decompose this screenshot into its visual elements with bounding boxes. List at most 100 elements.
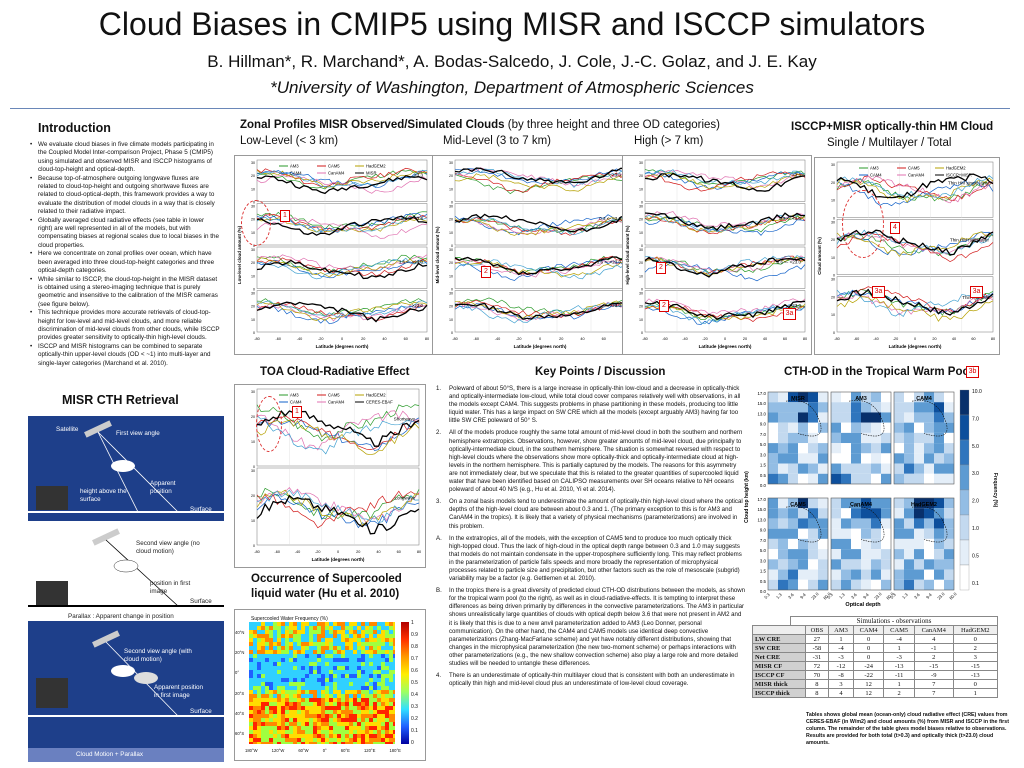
map-cell — [297, 658, 301, 662]
map-cell — [269, 642, 273, 646]
map-cell — [309, 714, 313, 718]
map-cell — [285, 682, 289, 686]
map-cell — [385, 650, 389, 654]
cthod-cell — [768, 518, 778, 529]
table-cell: 8 — [804, 688, 830, 698]
map-cell — [309, 662, 313, 666]
map-cell — [337, 702, 341, 706]
cthod-panel: AM3 — [830, 391, 892, 485]
map-cell — [253, 658, 257, 662]
cthod-cell — [768, 392, 778, 403]
map-cell — [301, 694, 305, 698]
map-cell — [317, 742, 321, 744]
map-cell — [337, 642, 341, 646]
map-cell — [301, 666, 305, 670]
map-cell — [329, 714, 333, 718]
map-cell — [349, 690, 353, 694]
map-cell — [329, 742, 333, 744]
cthod-cell — [904, 569, 914, 580]
map-cell — [269, 742, 273, 744]
cthod-cell — [768, 549, 778, 560]
map-cell — [269, 638, 273, 642]
isccp-misr-chart: Thin HM single layer 30 20 10 0 Thin HM multi… — [814, 157, 1000, 355]
map-cell — [301, 650, 305, 654]
y-tick: 0 — [253, 465, 255, 469]
map-cell — [313, 714, 317, 718]
map-cell — [325, 674, 329, 678]
map-cell — [393, 734, 395, 738]
cthod-cell — [894, 569, 904, 580]
map-cell — [389, 718, 393, 722]
map-cell — [341, 742, 345, 744]
map-cell — [313, 674, 317, 678]
map-cell — [297, 642, 301, 646]
cthod-cell — [808, 549, 818, 560]
map-cell — [385, 638, 389, 642]
map-cell — [373, 638, 377, 642]
x-axis-label: Latitude (degrees north) — [312, 557, 365, 562]
cthod-cell — [894, 528, 904, 539]
map-cell — [269, 702, 273, 706]
cthod-y-label: Cloud top height (km) — [744, 471, 750, 523]
map-cell — [377, 698, 381, 702]
cthod-cell — [934, 463, 944, 474]
zonal-high-label: High (> 7 km) — [634, 135, 704, 147]
cthod-cell — [831, 402, 841, 413]
map-cell — [277, 630, 281, 634]
map-cell — [293, 702, 297, 706]
table-cell: 0 — [852, 634, 885, 644]
map-cell — [313, 662, 317, 666]
map-cell — [305, 730, 309, 734]
cthod-panel-title: CAM4 — [916, 396, 933, 402]
map-cell — [273, 642, 277, 646]
map-cell — [301, 634, 305, 638]
cthod-cell — [798, 549, 808, 560]
map-cell — [265, 646, 269, 650]
colorbar-tick: 0.9 — [411, 632, 418, 638]
map-cell — [385, 710, 389, 714]
series-line — [836, 175, 994, 199]
map-cell — [329, 690, 333, 694]
cthod-cell — [788, 463, 798, 474]
map-cell — [369, 662, 373, 666]
cthod-cell — [934, 412, 944, 423]
map-cell — [353, 666, 357, 670]
cthod-cell — [914, 463, 924, 474]
cthod-cell — [914, 473, 924, 484]
map-cell — [353, 698, 357, 702]
map-cell — [389, 670, 393, 674]
map-cell — [253, 722, 257, 726]
map-cell — [357, 714, 361, 718]
map-cell — [377, 638, 381, 642]
map-cell — [261, 642, 265, 646]
zonal-high-chart: >3.3 30 20 10 0 0.3 <- <3.6 30 20 10 0 3.6 <- <23.… — [622, 155, 812, 355]
map-cell — [385, 662, 389, 666]
cthod-cell — [871, 443, 881, 454]
cthod-colorbar-cell — [959, 539, 970, 566]
map-cell — [365, 666, 369, 670]
table-cell: -3 — [883, 652, 915, 662]
cthod-cell — [818, 559, 828, 570]
map-cell — [273, 638, 277, 642]
map-cell — [265, 622, 269, 626]
legend-entry: AM3 — [290, 164, 299, 169]
map-cell — [285, 694, 289, 698]
map-cell — [341, 646, 345, 650]
cthod-cell — [818, 528, 828, 539]
cthod-cell — [934, 518, 944, 529]
map-cell — [301, 638, 305, 642]
map-cell — [337, 722, 341, 726]
cthod-y-tick: 9.0 — [760, 422, 767, 427]
y-tick: 20 — [449, 305, 453, 309]
table-cell: -31 — [804, 652, 830, 662]
map-cell — [261, 630, 265, 634]
map-cell — [341, 734, 345, 738]
map-cell — [385, 722, 389, 726]
cthod-cell — [861, 508, 871, 519]
subpanel-frame — [256, 159, 428, 202]
table-cell: 3 — [828, 679, 854, 689]
map-cell — [361, 710, 365, 714]
table-header-cell: HadGEM2 — [952, 625, 999, 635]
map-cell — [349, 634, 353, 638]
